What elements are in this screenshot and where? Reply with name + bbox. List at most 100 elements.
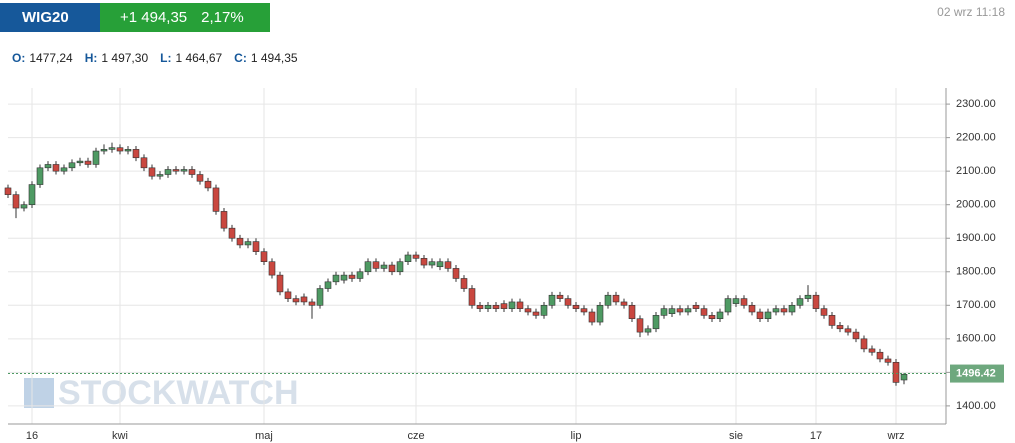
candle-body — [684, 308, 692, 313]
candle-body — [620, 301, 628, 306]
candle-body — [436, 261, 444, 268]
candle-body — [204, 180, 212, 189]
candle-body — [860, 338, 868, 350]
candle-body — [4, 187, 12, 195]
candle-body — [468, 288, 476, 306]
ohlc-value: 1 497,30 — [101, 51, 149, 65]
candle-body — [260, 251, 268, 263]
candle-body — [812, 294, 820, 309]
ohlc-item: C: 1 494,35 — [234, 51, 297, 65]
candle-body — [284, 291, 292, 299]
candle-body — [380, 264, 388, 269]
candle-body — [164, 169, 172, 175]
candle-body — [884, 358, 892, 363]
candle-body — [868, 348, 876, 353]
candle-body — [452, 268, 460, 279]
candle-body — [124, 149, 132, 152]
last-price-tag — [950, 364, 1004, 383]
timestamp: 02 wrz 11:18 — [937, 5, 1005, 19]
candle-body — [852, 331, 860, 340]
candle-body — [316, 288, 324, 306]
x-tick-label: sie — [729, 430, 743, 442]
candle-body — [108, 147, 116, 150]
candle-body — [276, 274, 284, 293]
candle-body — [556, 294, 564, 299]
candle-body — [524, 308, 532, 313]
candle-body — [236, 237, 244, 246]
candle-body — [548, 294, 556, 306]
candle-body — [484, 304, 492, 309]
candle-body — [196, 174, 204, 182]
candle-body — [412, 254, 420, 259]
candle-body — [708, 315, 716, 320]
candle-body — [460, 278, 468, 289]
candle-body — [268, 261, 276, 276]
change: +1 494,35 — [120, 9, 188, 26]
candle-body — [732, 298, 740, 304]
candle-body — [76, 160, 84, 164]
candle-body — [588, 311, 596, 323]
candle-body — [28, 184, 36, 205]
candle-body — [756, 311, 764, 320]
candle-body — [796, 298, 804, 306]
symbol-badge: WIG20 — [0, 3, 100, 32]
candle-body — [228, 227, 236, 239]
y-tick-label: 1800.00 — [956, 266, 996, 278]
candle-body — [396, 261, 404, 273]
ohlc-item: O: 1477,24 — [12, 51, 73, 65]
ohlc-label: H: — [84, 51, 98, 65]
ohlc-value: 1 494,35 — [250, 51, 298, 65]
candle-body — [44, 164, 52, 169]
candle-body — [188, 169, 196, 175]
candle-body — [404, 254, 412, 263]
candle-body — [836, 325, 844, 330]
candle-body — [828, 315, 836, 326]
y-tick-label: 2200.00 — [956, 132, 996, 144]
ohlc-item: L: 1 464,67 — [160, 51, 222, 65]
x-tick-label: kwi — [112, 430, 128, 442]
candle-body — [692, 304, 700, 309]
candle-body — [420, 258, 428, 266]
candle-body — [532, 311, 540, 316]
candle-body — [12, 194, 20, 209]
candle-body — [292, 298, 300, 303]
candle-body — [68, 162, 76, 169]
candle-body — [52, 164, 60, 172]
candle-body — [332, 274, 340, 283]
y-tick-label: 1700.00 — [956, 299, 996, 311]
candle-body — [676, 308, 684, 313]
ohlc-label: C: — [234, 51, 247, 65]
candle-body — [84, 160, 92, 165]
candle-body — [212, 187, 220, 212]
header: WIG20 +1 494,35 2,17% — [0, 3, 270, 32]
candle-body — [636, 318, 644, 333]
candle-body — [516, 301, 524, 309]
x-tick-label: cze — [407, 430, 424, 442]
x-tick-label: 17 — [810, 430, 822, 442]
candle-body — [804, 294, 812, 299]
candle-body — [668, 308, 676, 314]
x-tick-label: maj — [255, 430, 273, 442]
candle-body — [20, 204, 28, 209]
y-tick-label: 1600.00 — [956, 333, 996, 345]
candle-body — [764, 311, 772, 320]
candle-body — [572, 304, 580, 309]
candle-body — [700, 308, 708, 316]
candle-body — [788, 304, 796, 313]
candle-body — [252, 241, 260, 252]
candle-body — [116, 147, 124, 152]
candle-body — [476, 304, 484, 309]
ohlc-value: 1 464,67 — [175, 51, 223, 65]
x-tick-label: wrz — [886, 430, 904, 442]
y-tick-label: 1400.00 — [956, 400, 996, 412]
candle-body — [180, 169, 188, 172]
candle-body — [740, 298, 748, 306]
candle-body — [244, 241, 252, 246]
candle-body — [60, 167, 68, 172]
candle-body — [140, 157, 148, 169]
candle-body — [660, 308, 668, 316]
ohlc-value: 1477,24 — [29, 51, 73, 65]
candle-body — [148, 167, 156, 177]
